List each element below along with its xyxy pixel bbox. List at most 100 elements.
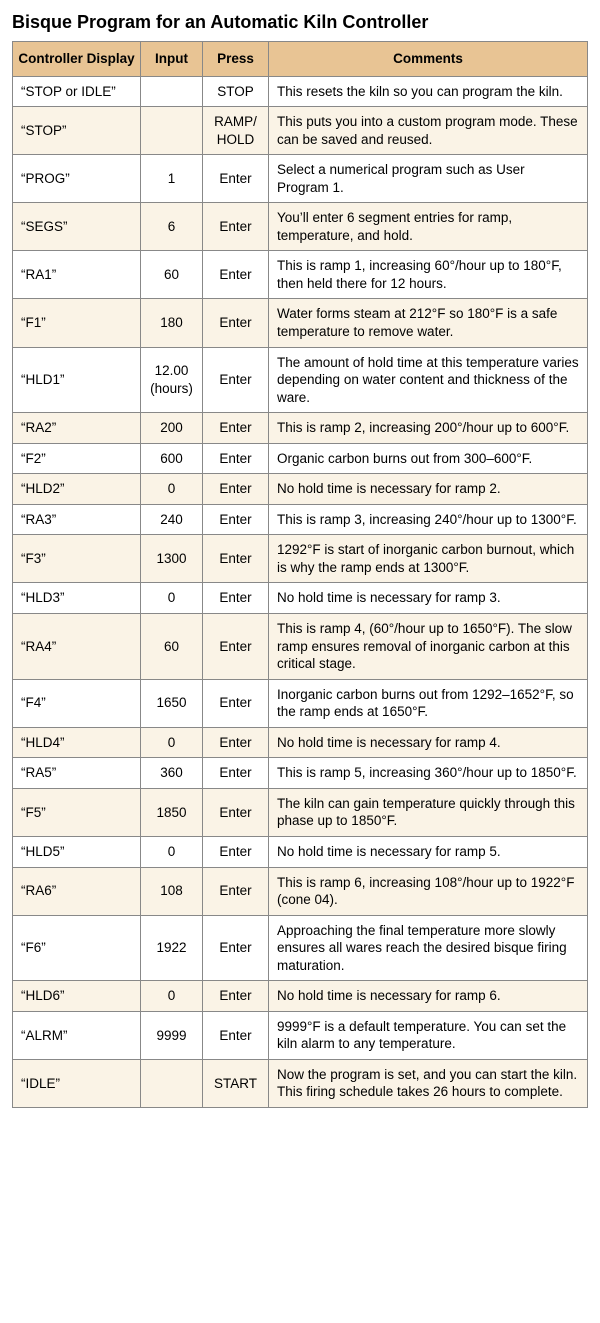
cell-display: “F3”	[13, 535, 141, 583]
table-row: “F2”600EnterOrganic carbon burns out fro…	[13, 443, 588, 474]
cell-display: “RA2”	[13, 413, 141, 444]
cell-comments: This is ramp 2, increasing 200°/hour up …	[269, 413, 588, 444]
cell-comments: No hold time is necessary for ramp 4.	[269, 727, 588, 758]
cell-press: STOP	[203, 76, 269, 107]
cell-comments: Select a numerical program such as User …	[269, 155, 588, 203]
cell-display: “HLD2”	[13, 474, 141, 505]
cell-press: Enter	[203, 981, 269, 1012]
cell-input: 1850	[141, 788, 203, 836]
table-row: “RA6”108EnterThis is ramp 6, increasing …	[13, 867, 588, 915]
cell-press: Enter	[203, 614, 269, 680]
cell-press: Enter	[203, 1011, 269, 1059]
cell-display: “HLD1”	[13, 347, 141, 413]
table-row: “RA4”60EnterThis is ramp 4, (60°/hour up…	[13, 614, 588, 680]
cell-input: 600	[141, 443, 203, 474]
table-row: “HLD1”12.00(hours)EnterThe amount of hol…	[13, 347, 588, 413]
cell-display: “F2”	[13, 443, 141, 474]
col-header-comments: Comments	[269, 42, 588, 77]
cell-press: Enter	[203, 155, 269, 203]
table-row: “RA3”240EnterThis is ramp 3, increasing …	[13, 504, 588, 535]
cell-display: “RA4”	[13, 614, 141, 680]
cell-press: Enter	[203, 583, 269, 614]
cell-input: 0	[141, 836, 203, 867]
cell-press: START	[203, 1059, 269, 1107]
cell-display: “PROG”	[13, 155, 141, 203]
cell-press: Enter	[203, 299, 269, 347]
cell-display: “HLD5”	[13, 836, 141, 867]
cell-comments: No hold time is necessary for ramp 6.	[269, 981, 588, 1012]
cell-press: Enter	[203, 347, 269, 413]
cell-display: “HLD6”	[13, 981, 141, 1012]
table-row: “HLD6”0EnterNo hold time is necessary fo…	[13, 981, 588, 1012]
table-row: “HLD3”0EnterNo hold time is necessary fo…	[13, 583, 588, 614]
table-row: “IDLE”STARTNow the program is set, and y…	[13, 1059, 588, 1107]
cell-input: 0	[141, 727, 203, 758]
cell-comments: Organic carbon burns out from 300–600°F.	[269, 443, 588, 474]
col-header-display: Controller Display	[13, 42, 141, 77]
cell-press: RAMP/HOLD	[203, 107, 269, 155]
cell-comments: The kiln can gain temperature quickly th…	[269, 788, 588, 836]
col-header-press: Press	[203, 42, 269, 77]
cell-display: “STOP or IDLE”	[13, 76, 141, 107]
cell-comments: This is ramp 4, (60°/hour up to 1650°F).…	[269, 614, 588, 680]
cell-input: 60	[141, 251, 203, 299]
cell-press: Enter	[203, 535, 269, 583]
cell-display: “F4”	[13, 679, 141, 727]
cell-input: 9999	[141, 1011, 203, 1059]
cell-display: “RA3”	[13, 504, 141, 535]
cell-display: “HLD3”	[13, 583, 141, 614]
table-row: “HLD2”0EnterNo hold time is necessary fo…	[13, 474, 588, 505]
cell-input: 0	[141, 583, 203, 614]
cell-press: Enter	[203, 251, 269, 299]
cell-input: 200	[141, 413, 203, 444]
table-row: “RA2”200EnterThis is ramp 2, increasing …	[13, 413, 588, 444]
table-row: “F1”180EnterWater forms steam at 212°F s…	[13, 299, 588, 347]
table-row: “ALRM”9999Enter9999°F is a default tempe…	[13, 1011, 588, 1059]
cell-press: Enter	[203, 474, 269, 505]
table-row: “F4”1650EnterInorganic carbon burns out …	[13, 679, 588, 727]
cell-comments: This is ramp 3, increasing 240°/hour up …	[269, 504, 588, 535]
cell-input: 12.00(hours)	[141, 347, 203, 413]
cell-press: Enter	[203, 504, 269, 535]
cell-comments: Inorganic carbon burns out from 1292–165…	[269, 679, 588, 727]
page-title: Bisque Program for an Automatic Kiln Con…	[12, 12, 588, 33]
cell-input: 0	[141, 474, 203, 505]
table-body: “STOP or IDLE”STOPThis resets the kiln s…	[13, 76, 588, 1107]
table-header-row: Controller Display Input Press Comments	[13, 42, 588, 77]
cell-comments: 1292°F is start of inorganic carbon burn…	[269, 535, 588, 583]
cell-display: “RA1”	[13, 251, 141, 299]
cell-input: 240	[141, 504, 203, 535]
cell-comments: Approaching the final temperature more s…	[269, 915, 588, 981]
cell-input: 1	[141, 155, 203, 203]
table-row: “SEGS”6EnterYou’ll enter 6 segment entri…	[13, 203, 588, 251]
cell-input: 180	[141, 299, 203, 347]
cell-press: Enter	[203, 727, 269, 758]
table-row: “STOP”RAMP/HOLDThis puts you into a cust…	[13, 107, 588, 155]
cell-input: 108	[141, 867, 203, 915]
col-header-input: Input	[141, 42, 203, 77]
kiln-program-table: Controller Display Input Press Comments …	[12, 41, 588, 1108]
cell-comments: Water forms steam at 212°F so 180°F is a…	[269, 299, 588, 347]
cell-press: Enter	[203, 679, 269, 727]
cell-press: Enter	[203, 413, 269, 444]
cell-input: 1300	[141, 535, 203, 583]
cell-press: Enter	[203, 788, 269, 836]
cell-comments: The amount of hold time at this temperat…	[269, 347, 588, 413]
cell-comments: This is ramp 6, increasing 108°/hour up …	[269, 867, 588, 915]
cell-input: 6	[141, 203, 203, 251]
cell-display: “HLD4”	[13, 727, 141, 758]
cell-display: “STOP”	[13, 107, 141, 155]
cell-press: Enter	[203, 443, 269, 474]
table-row: “HLD4”0EnterNo hold time is necessary fo…	[13, 727, 588, 758]
table-row: “RA1”60EnterThis is ramp 1, increasing 6…	[13, 251, 588, 299]
cell-comments: No hold time is necessary for ramp 3.	[269, 583, 588, 614]
table-row: “F6”1922EnterApproaching the final tempe…	[13, 915, 588, 981]
table-row: “PROG”1EnterSelect a numerical program s…	[13, 155, 588, 203]
cell-display: “IDLE”	[13, 1059, 141, 1107]
cell-display: “F6”	[13, 915, 141, 981]
cell-input	[141, 107, 203, 155]
table-row: “STOP or IDLE”STOPThis resets the kiln s…	[13, 76, 588, 107]
cell-display: “RA5”	[13, 758, 141, 789]
cell-comments: 9999°F is a default temperature. You can…	[269, 1011, 588, 1059]
cell-comments: No hold time is necessary for ramp 5.	[269, 836, 588, 867]
